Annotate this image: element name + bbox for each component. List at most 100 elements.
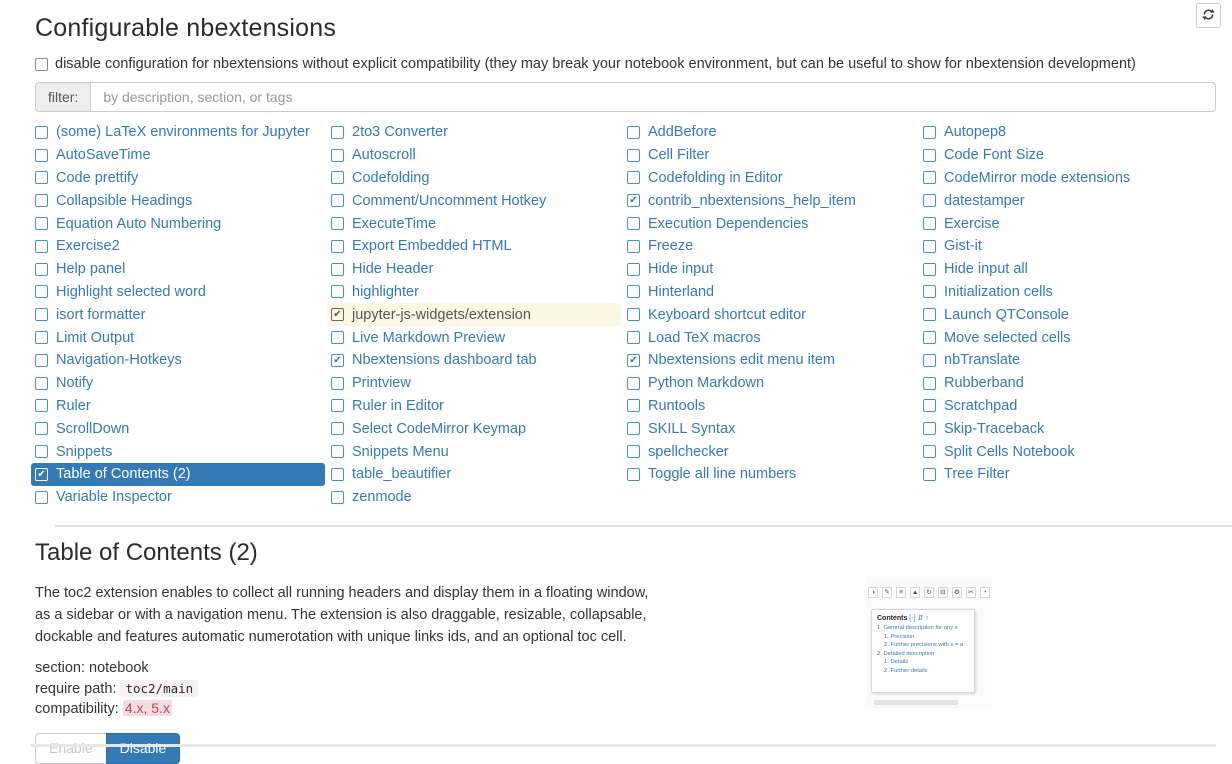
extension-item[interactable]: Select CodeMirror Keymap bbox=[327, 417, 621, 440]
extension-item[interactable]: Skip-Traceback bbox=[919, 417, 1213, 440]
extension-item[interactable]: Navigation-Hotkeys bbox=[31, 349, 325, 372]
checkbox-unchecked-icon bbox=[923, 285, 936, 299]
extension-item-label: AddBefore bbox=[648, 124, 717, 141]
disable-config-checkbox[interactable] bbox=[35, 57, 48, 71]
page-title: Configurable nbextensions bbox=[35, 14, 337, 42]
extension-item[interactable]: Freeze bbox=[623, 235, 917, 258]
checkbox-unchecked-icon bbox=[35, 422, 48, 436]
enable-button[interactable]: Enable bbox=[35, 732, 106, 764]
extension-item[interactable]: CodeMirror mode extensions bbox=[919, 167, 1213, 190]
extension-item[interactable]: Load TeX macros bbox=[623, 326, 917, 349]
extension-item[interactable]: Snippets bbox=[31, 440, 325, 463]
extension-item[interactable]: Ruler bbox=[31, 395, 325, 418]
checkbox-unchecked-icon bbox=[35, 331, 48, 345]
extension-item[interactable]: Code Font Size bbox=[919, 144, 1213, 167]
extension-item[interactable]: Initialization cells bbox=[919, 281, 1213, 304]
extension-item[interactable]: Toggle all line numbers bbox=[623, 463, 917, 486]
disable-button[interactable]: Disable bbox=[105, 732, 181, 764]
extension-item[interactable]: Hinterland bbox=[623, 281, 917, 304]
extension-item[interactable]: Comment/Uncomment Hotkey bbox=[327, 189, 621, 212]
extension-item[interactable]: ✔ jupyter-js-widgets/extension bbox=[327, 303, 621, 327]
extension-item[interactable]: Codefolding bbox=[327, 167, 621, 190]
extension-item[interactable]: Equation Auto Numbering bbox=[31, 212, 325, 235]
checkbox-unchecked-icon bbox=[923, 353, 936, 367]
extension-item[interactable]: (some) LaTeX environments for Jupyter bbox=[31, 121, 325, 144]
toc-panel-controls: [-] ⇵ ↑ bbox=[909, 615, 929, 622]
extension-item[interactable]: Execution Dependencies bbox=[623, 212, 917, 235]
extension-item[interactable]: table_beautifier bbox=[327, 463, 621, 486]
extension-item[interactable]: Code prettify bbox=[31, 167, 325, 190]
extension-item[interactable]: Runtools bbox=[623, 395, 917, 418]
toolbar-icon: ✎ bbox=[881, 587, 893, 598]
extension-item[interactable]: Help panel bbox=[31, 258, 325, 281]
extension-item[interactable]: ✔ Nbextensions dashboard tab bbox=[327, 349, 621, 372]
checkbox-unchecked-icon bbox=[627, 285, 640, 299]
extension-description: The toc2 extension enables to collect al… bbox=[35, 585, 649, 645]
extensions-column-1: (some) LaTeX environments for Jupyter Aut… bbox=[31, 121, 325, 509]
extension-item-label: Exercise2 bbox=[56, 238, 120, 255]
extension-item[interactable]: AddBefore bbox=[623, 121, 917, 144]
toc-line: 1. Precision bbox=[884, 633, 915, 640]
extension-item[interactable]: Exercise2 bbox=[31, 235, 325, 258]
extension-item[interactable]: 2to3 Converter bbox=[327, 121, 621, 144]
extension-item[interactable]: Collapsible Headings bbox=[31, 189, 325, 212]
extension-item[interactable]: Variable Inspector bbox=[31, 486, 325, 509]
extension-item[interactable]: zenmode bbox=[327, 486, 621, 509]
extension-item[interactable]: Rubberband bbox=[919, 372, 1213, 395]
extension-item[interactable]: Gist-it bbox=[919, 235, 1213, 258]
extension-item[interactable]: isort formatter bbox=[31, 303, 325, 326]
extension-item[interactable]: Autoscroll bbox=[327, 144, 621, 167]
extension-item[interactable]: Autopep8 bbox=[919, 121, 1213, 144]
refresh-button[interactable] bbox=[1196, 3, 1221, 28]
checkbox-unchecked-icon bbox=[35, 125, 48, 139]
extension-item-label: Printview bbox=[352, 375, 411, 392]
filter-input[interactable] bbox=[90, 82, 1216, 112]
extension-item[interactable]: Tree Filter bbox=[919, 463, 1213, 486]
extension-item[interactable]: ✔ Nbextensions edit menu item bbox=[623, 349, 917, 372]
extension-item-label: Code prettify bbox=[56, 169, 139, 186]
extension-item[interactable]: Hide input bbox=[623, 258, 917, 281]
extension-item[interactable]: Launch QTConsole bbox=[919, 303, 1213, 326]
extension-item[interactable]: Split Cells Notebook bbox=[919, 440, 1213, 463]
extension-item-label: Rubberband bbox=[944, 375, 1024, 392]
extension-item[interactable]: Hide Header bbox=[327, 258, 621, 281]
extension-item[interactable]: Scratchpad bbox=[919, 395, 1213, 418]
extension-item[interactable]: Exercise bbox=[919, 212, 1213, 235]
extension-item[interactable]: Live Markdown Preview bbox=[327, 326, 621, 349]
extension-item-label: Variable Inspector bbox=[56, 489, 172, 506]
extension-item[interactable]: SKILL Syntax bbox=[623, 417, 917, 440]
extension-item[interactable]: Printview bbox=[327, 372, 621, 395]
extension-item[interactable]: ScrollDown bbox=[31, 417, 325, 440]
extension-item-label: Hide Header bbox=[352, 261, 434, 278]
extension-item[interactable]: datestamper bbox=[919, 189, 1213, 212]
extension-item-label: highlighter bbox=[352, 283, 419, 300]
checkbox-unchecked-icon bbox=[627, 445, 640, 459]
checkbox-unchecked-icon bbox=[331, 171, 344, 185]
extension-item[interactable]: ✔ contrib_nbextensions_help_item bbox=[623, 189, 917, 212]
extension-item[interactable]: Cell Filter bbox=[623, 144, 917, 167]
extension-item[interactable]: Python Markdown bbox=[623, 372, 917, 395]
extension-item[interactable]: spellchecker bbox=[623, 440, 917, 463]
extension-item[interactable]: nbTranslate bbox=[919, 349, 1213, 372]
screenshot-bottom-bar bbox=[874, 700, 958, 705]
toolbar-icon: ⊟ bbox=[937, 587, 949, 598]
extension-item[interactable]: Keyboard shortcut editor bbox=[623, 303, 917, 326]
toolbar-icon: ↻ bbox=[923, 587, 935, 598]
extension-item[interactable]: Snippets Menu bbox=[327, 440, 621, 463]
extension-item[interactable]: AutoSaveTime bbox=[31, 144, 325, 167]
extension-item[interactable]: Highlight selected word bbox=[31, 281, 325, 304]
extension-item[interactable]: ✔ Table of Contents (2) bbox=[31, 462, 325, 486]
enable-disable-group: Enable Disable bbox=[35, 732, 835, 764]
extension-item[interactable]: ExecuteTime bbox=[327, 212, 621, 235]
extension-item[interactable]: Codefolding in Editor bbox=[623, 167, 917, 190]
extensions-column-3: AddBefore Cell Filter Codefolding in Edito… bbox=[623, 121, 917, 509]
checkbox-unchecked-icon bbox=[923, 422, 936, 436]
extension-item[interactable]: Hide input all bbox=[919, 258, 1213, 281]
extension-item[interactable]: Notify bbox=[31, 372, 325, 395]
extension-item[interactable]: highlighter bbox=[327, 281, 621, 304]
extension-item[interactable]: Limit Output bbox=[31, 326, 325, 349]
extension-item[interactable]: Move selected cells bbox=[919, 326, 1213, 349]
extension-item[interactable]: Export Embedded HTML bbox=[327, 235, 621, 258]
extension-item[interactable]: Ruler in Editor bbox=[327, 395, 621, 418]
extension-item-label: SKILL Syntax bbox=[648, 420, 736, 437]
